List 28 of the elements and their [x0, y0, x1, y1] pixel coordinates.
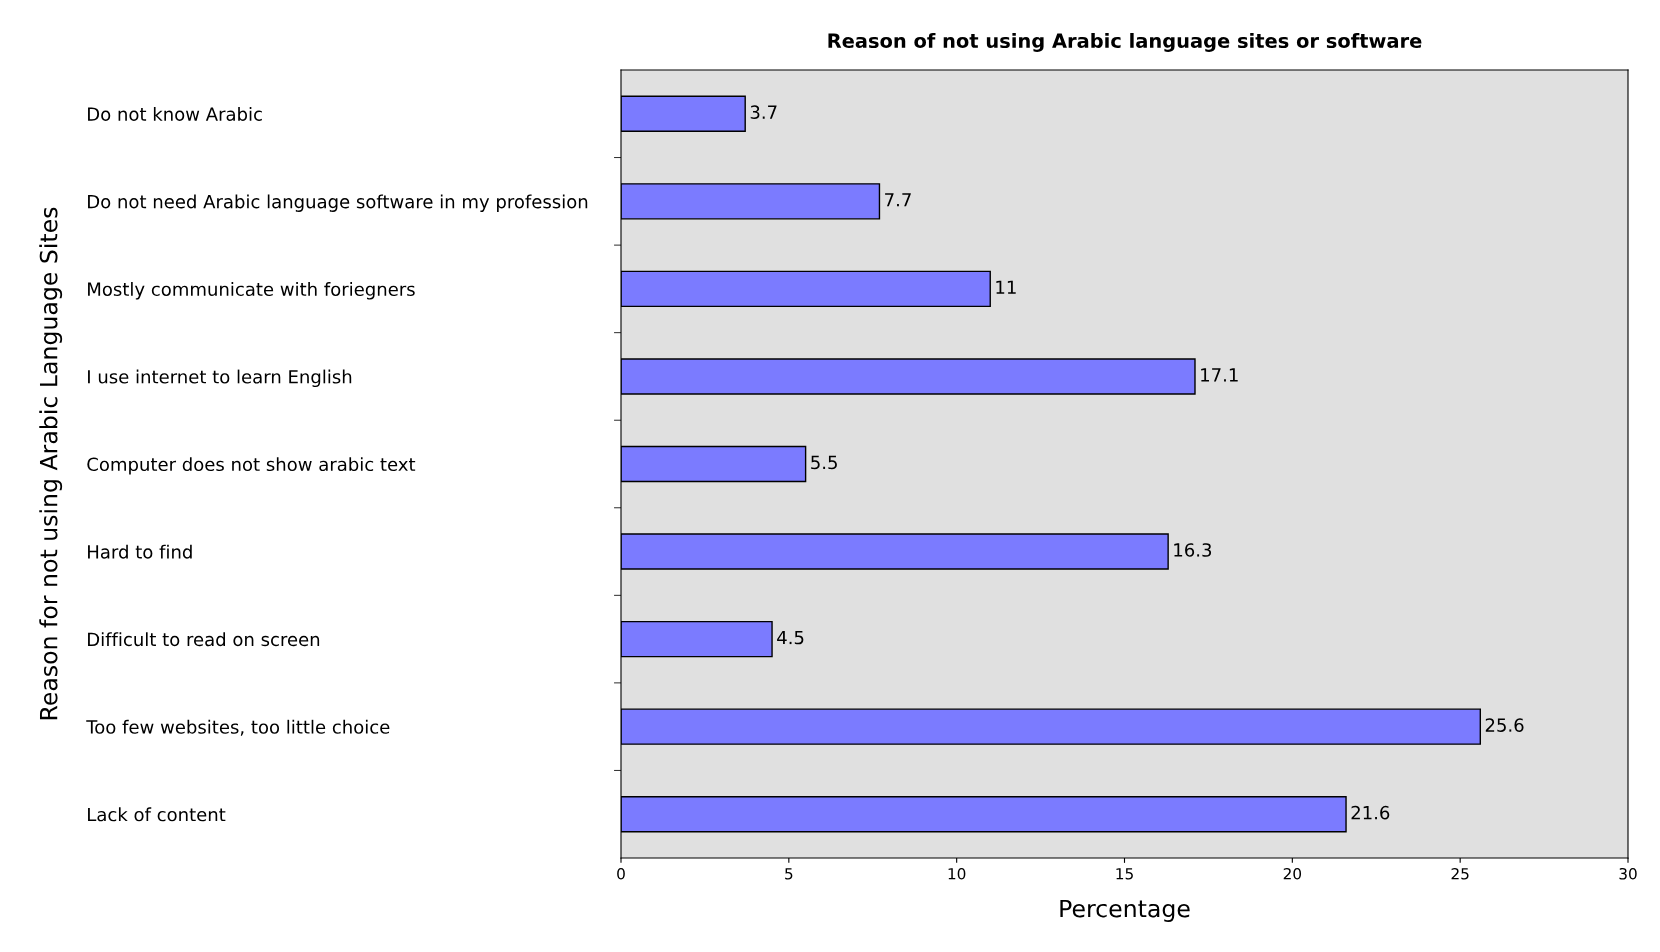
x-tick-label: 30 — [1619, 867, 1637, 880]
y-tick-label: Difficult to read on screen — [88, 632, 320, 647]
x-tick-label: 25 — [1451, 867, 1469, 880]
y-tick-label: Lack of content — [88, 807, 226, 822]
y-tick-label: I use internet to learn English — [88, 369, 352, 388]
data-label: 17.1 — [1201, 368, 1238, 382]
data-label: 5.5 — [811, 455, 837, 470]
x-tick-label: 0 — [617, 867, 625, 880]
y-tick-label: Hard to find — [88, 544, 192, 559]
data-label: 11 — [996, 280, 1016, 294]
data-label: 7.7 — [885, 193, 911, 207]
data-label: 25.6 — [1485, 718, 1524, 732]
y-axis-title: Reason for not using Arabic Language Sites — [39, 207, 63, 720]
y-tick-label: Computer does not show arabic text — [87, 457, 416, 475]
x-tick-label: 20 — [1283, 867, 1302, 880]
x-tick-label: 5 — [785, 868, 793, 880]
data-label: 4.5 — [777, 630, 804, 645]
x-tick-label: 15 — [1116, 868, 1133, 880]
y-tick-label: Too few websites, too little choice — [86, 719, 390, 736]
y-tick-label: Do not need Arabic language software in my profession — [88, 194, 588, 212]
chart-title: Reason of not using Arabic language sites or software — [828, 33, 1422, 52]
data-label: 21.6 — [1351, 805, 1390, 820]
y-tick-label: Mostly communicate with foriegners — [88, 282, 415, 300]
y-tick-label: Do not know Arabic — [88, 106, 262, 121]
data-label: 3.7 — [750, 105, 777, 120]
x-tick-label: 10 — [948, 867, 966, 880]
data-label: 16.3 — [1174, 543, 1212, 557]
x-axis-title: Percentage — [1060, 899, 1190, 923]
